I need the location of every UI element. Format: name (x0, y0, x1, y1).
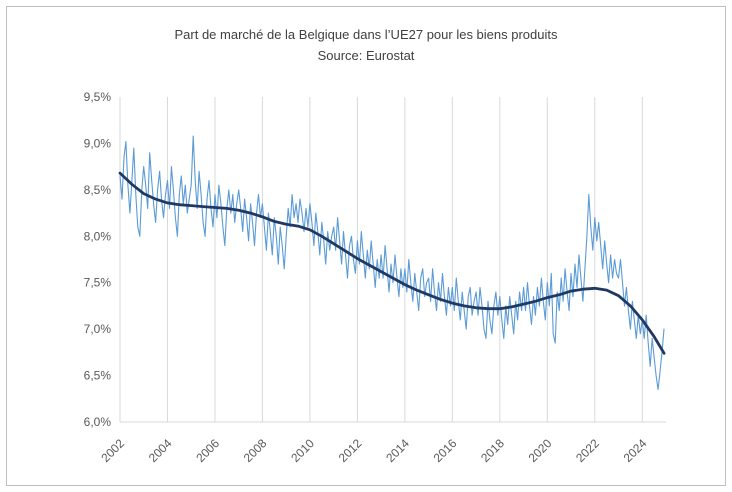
x-tick-label: 2010 (288, 436, 317, 465)
x-tick-label: 2024 (621, 436, 650, 465)
x-tick-label: 2004 (146, 436, 175, 465)
y-tick-label: 7,5% (84, 276, 112, 290)
x-tick-label: 2012 (336, 436, 365, 465)
chart-title-block: Part de marché de la Belgique dans l’UE2… (0, 26, 732, 65)
y-tick-label: 8,0% (84, 229, 112, 243)
x-tick-label: 2014 (383, 436, 412, 465)
y-tick-label: 9,0% (84, 136, 112, 150)
y-tick-label: 8,5% (84, 183, 112, 197)
x-tick-label: 2002 (98, 436, 127, 465)
x-tick-label: 2008 (241, 436, 270, 465)
x-tick-label: 2016 (431, 436, 460, 465)
x-tick-label: 2022 (573, 436, 602, 465)
y-tick-label: 6,0% (84, 415, 112, 429)
y-tick-label: 9,5% (84, 90, 112, 104)
chart-subtitle: Source: Eurostat (317, 48, 415, 63)
x-tick-label: 2006 (193, 436, 222, 465)
y-tick-label: 7,0% (84, 322, 112, 336)
chart-title: Part de marché de la Belgique dans l’UE2… (174, 27, 558, 42)
x-tick-label: 2018 (478, 436, 507, 465)
monthly-series-line (119, 135, 665, 391)
trend-series-line (118, 171, 666, 355)
x-tick-label: 2020 (526, 436, 555, 465)
y-tick-label: 6,5% (84, 369, 112, 383)
